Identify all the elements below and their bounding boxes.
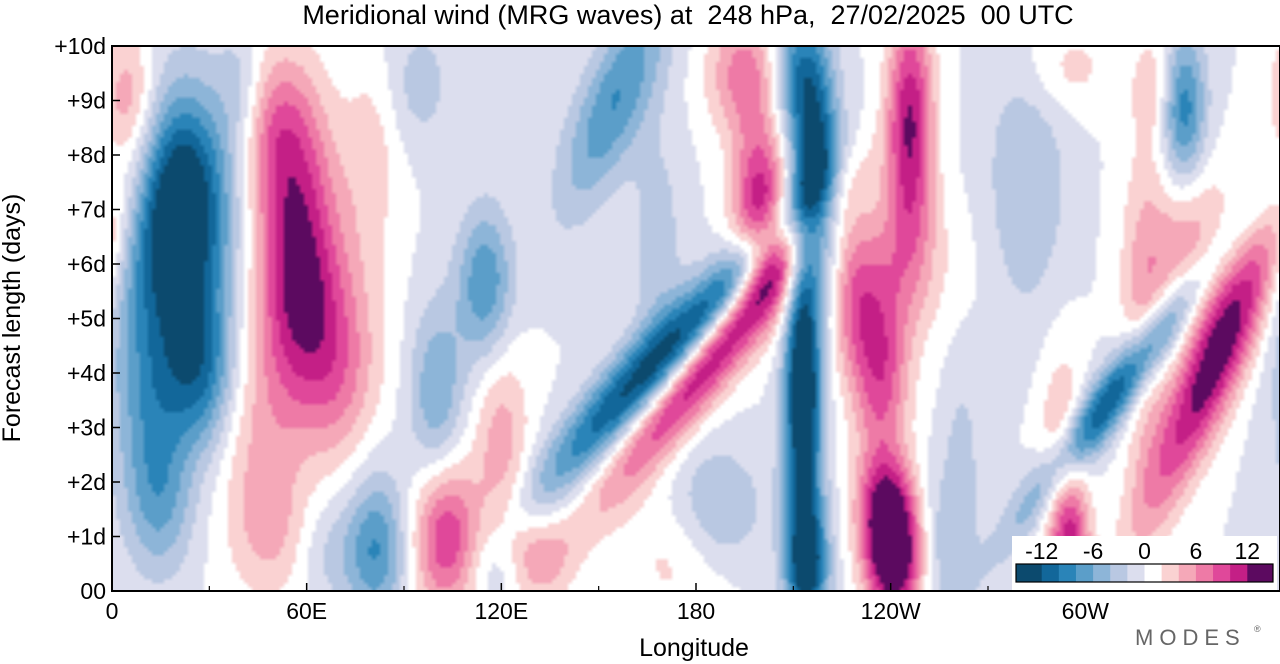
x-tick-label-5: 60W: [1062, 598, 1110, 624]
heatmap-layer: [112, 46, 1280, 591]
colorbar-frame: [1015, 563, 1274, 583]
heatmap-image: [112, 46, 1280, 591]
x-axis-label: Longitude: [639, 634, 749, 662]
colorbar-swatch-1: [1041, 564, 1060, 582]
y-tick-label-1: +1d: [67, 524, 106, 550]
colorbar-swatch-12: [1230, 564, 1248, 582]
colorbar-label-2: 0: [1138, 538, 1151, 564]
colorbar-label-4: 12: [1235, 538, 1261, 564]
colorbar-label-3: 6: [1190, 538, 1203, 564]
colorbar-swatch-5: [1110, 564, 1128, 582]
y-tick-label-6: +6d: [67, 251, 106, 277]
colorbar-swatch-3: [1075, 564, 1094, 582]
x-tick-label-0: 0: [106, 598, 119, 624]
colorbar-label-0: -12: [1025, 538, 1058, 564]
colorbar-swatch-13: [1247, 564, 1274, 582]
colorbar-swatch-4: [1093, 564, 1111, 582]
colorbar-swatch-8: [1161, 564, 1180, 582]
colorbar-swatch-2: [1058, 564, 1077, 582]
colorbar-swatch-0: [1016, 564, 1043, 582]
y-tick-label-3: +3d: [67, 415, 106, 441]
colorbar-swatch-7: [1144, 564, 1163, 582]
y-tick-label-7: +7d: [67, 197, 106, 223]
y-axis-label: Forecast length (days): [0, 194, 26, 443]
brand-name: MODES: [1135, 625, 1246, 650]
y-tick-label-9: +9d: [67, 88, 106, 114]
x-tick-label-1: 60E: [286, 598, 327, 624]
chart-title: Meridional wind (MRG waves) at 248 hPa, …: [302, 0, 1073, 30]
brand-registered-mark: ®: [1254, 624, 1261, 634]
y-axis: 00 +1d +2d +3d +4d +5d +6d +7d +8d +9d +10d: [54, 33, 120, 604]
y-tick-label-8: +8d: [67, 142, 106, 168]
colorbar-swatch-9: [1178, 564, 1197, 582]
y-tick-label-0: 00: [80, 578, 106, 604]
y-tick-label-4: +4d: [67, 360, 106, 386]
y-tick-label-10: +10d: [54, 33, 106, 59]
x-tick-label-4: 120W: [861, 598, 921, 624]
colorbar: -12 -6 0 6 12: [1012, 536, 1277, 590]
y-tick-label-2: +2d: [67, 469, 106, 495]
colorbar-swatch-10: [1195, 564, 1214, 582]
y-tick-label-5: +5d: [67, 306, 106, 332]
x-tick-label-3: 180: [677, 598, 715, 624]
x-axis: 0 60E 120E 180 120W 60W: [106, 583, 1184, 624]
brand-logo: MODES ®: [1135, 624, 1261, 650]
colorbar-swatch-11: [1213, 564, 1231, 582]
colorbar-swatch-6: [1127, 564, 1145, 582]
x-tick-label-2: 120E: [474, 598, 528, 624]
colorbar-label-1: -6: [1083, 538, 1103, 564]
